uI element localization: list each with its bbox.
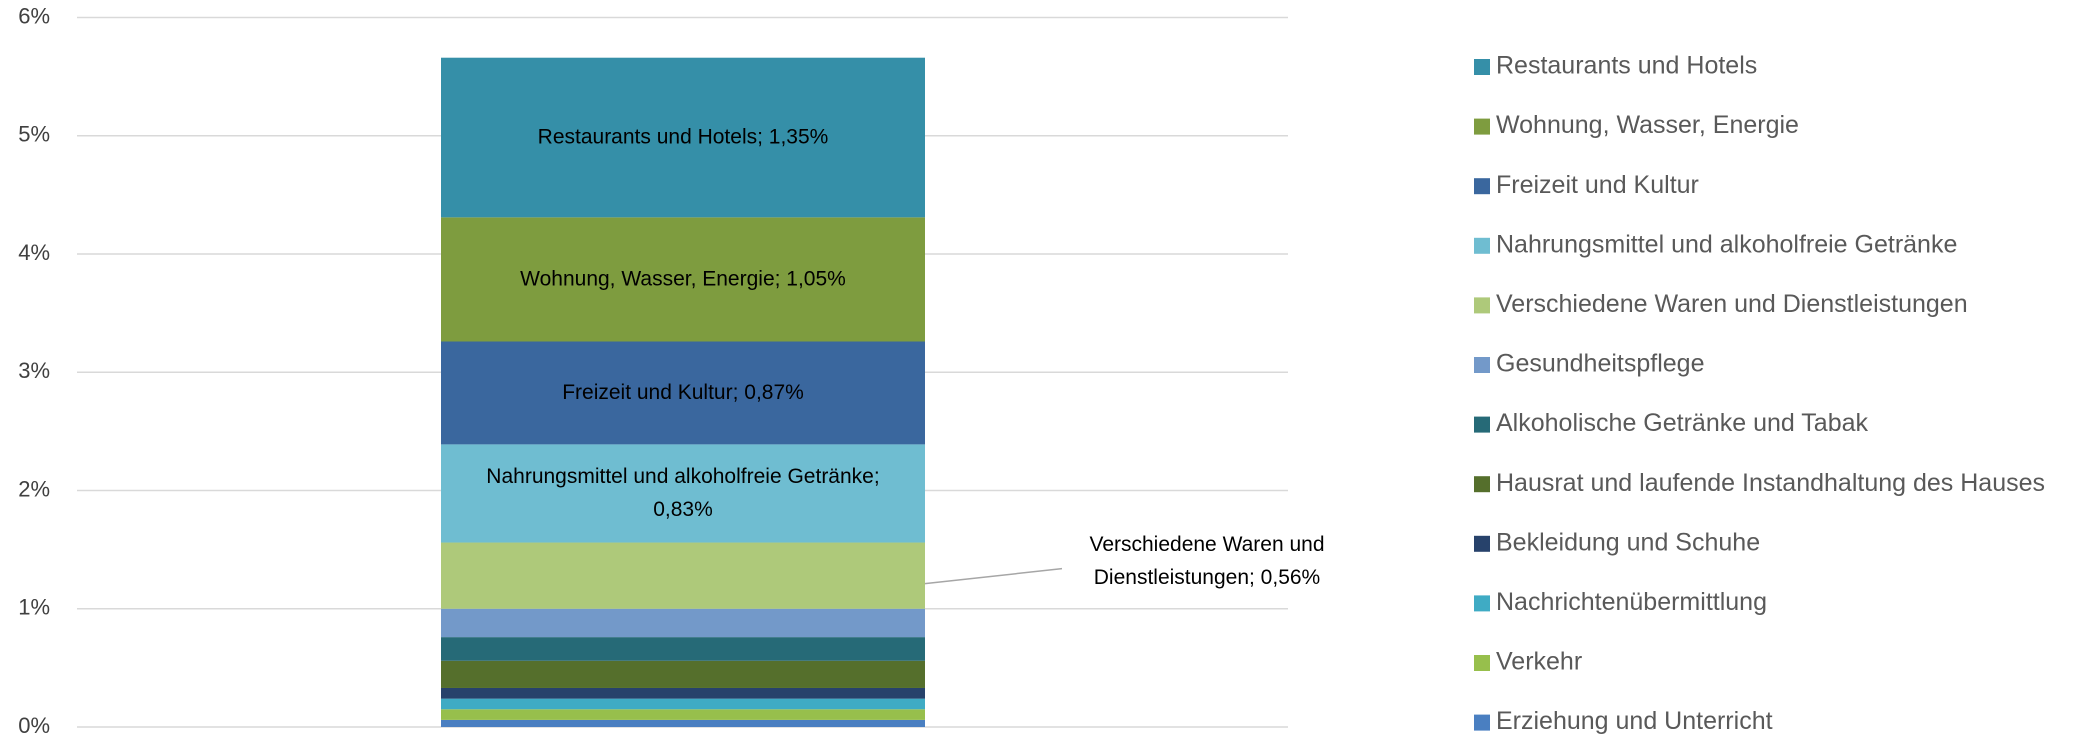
- bar-segment: [441, 542, 925, 609]
- legend-swatch: [1474, 655, 1490, 671]
- legend-swatch: [1474, 178, 1490, 195]
- legend-label: Freizeit und Kultur: [1496, 171, 1699, 199]
- bar-segment: [441, 698, 925, 710]
- bar-segment: [441, 637, 925, 661]
- bar-segment: [441, 660, 925, 688]
- y-tick-label: 4%: [18, 240, 50, 265]
- data-label: Wohnung, Wasser, Energie; 1,05%: [520, 267, 846, 290]
- bar-segment: [441, 217, 925, 342]
- data-label: Verschiedene Waren und Dienstleistungen; …: [1089, 533, 1324, 589]
- legend-label: Nachrichtenübermittlung: [1496, 588, 1767, 616]
- bar-segment: [441, 687, 925, 699]
- legend-swatch: [1474, 357, 1490, 373]
- legend-swatch: [1474, 59, 1490, 75]
- legend-label: Restaurants und Hotels: [1496, 52, 1757, 80]
- bar-segment: [441, 57, 925, 218]
- y-tick-label: 5%: [18, 122, 50, 147]
- y-tick-label: 6%: [18, 3, 50, 28]
- bar-segment: [441, 444, 925, 543]
- legend-swatch: [1474, 416, 1490, 433]
- legend-label: Alkoholische Getränke und Tabak: [1496, 409, 1868, 437]
- bar-segment: [441, 341, 925, 445]
- y-tick-label: 0%: [18, 713, 50, 735]
- bar-segment: [441, 709, 925, 720]
- legend-swatch: [1474, 476, 1490, 493]
- legend-label: Verschiedene Waren und Dienstleistungen: [1496, 290, 1968, 318]
- legend-swatch: [1474, 237, 1490, 254]
- legend-swatch: [1474, 118, 1490, 135]
- y-tick-label: 3%: [18, 358, 50, 383]
- legend-label: Erziehung und Unterricht: [1496, 707, 1773, 735]
- data-label: Restaurants und Hotels; 1,35%: [538, 125, 829, 148]
- data-label: Nahrungsmittel und alkoholfreie Getränke…: [486, 465, 879, 521]
- legend-label: Gesundheitspflege: [1496, 350, 1704, 378]
- y-tick-label: 2%: [18, 476, 50, 501]
- y-tick-label: 1%: [18, 595, 50, 620]
- bar-segment: [441, 719, 925, 727]
- legend-label: Verkehr: [1496, 648, 1582, 676]
- legend-label: Hausrat und laufende Instandhaltung des …: [1496, 469, 2045, 497]
- data-label: Freizeit und Kultur; 0,87%: [562, 380, 804, 403]
- legend-swatch: [1474, 535, 1490, 552]
- bar-segment: [441, 608, 925, 638]
- legend-swatch: [1474, 714, 1490, 731]
- legend-swatch: [1474, 297, 1490, 314]
- legend-label: Wohnung, Wasser, Energie: [1496, 111, 1799, 139]
- legend-swatch: [1474, 595, 1490, 612]
- legend-label: Bekleidung und Schuhe: [1496, 528, 1760, 556]
- legend-label: Nahrungsmittel und alkoholfreie Getränke: [1496, 230, 1957, 258]
- leader-line: [924, 567, 1063, 585]
